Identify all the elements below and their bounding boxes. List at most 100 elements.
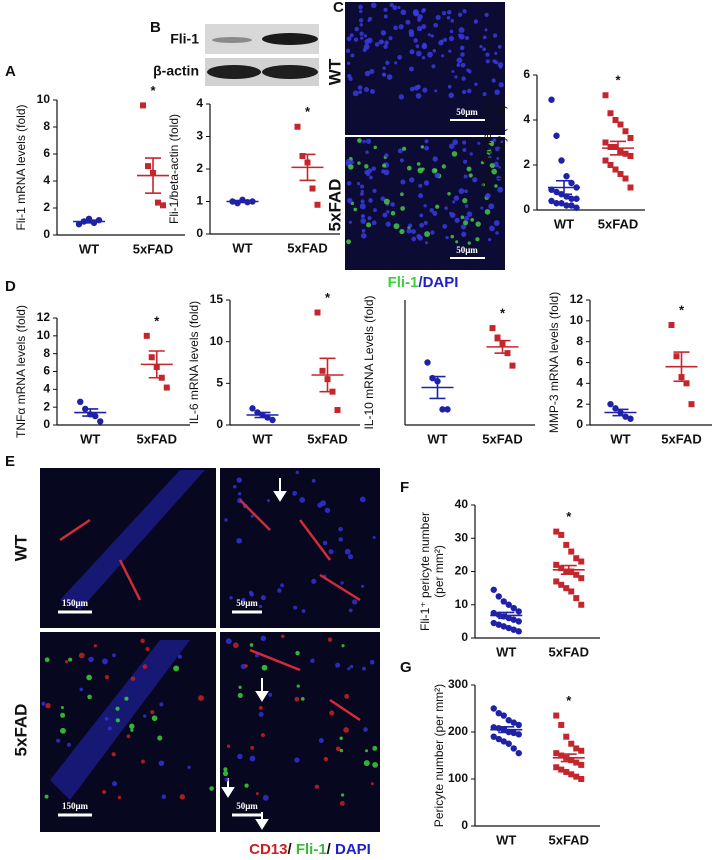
nucleus [427,33,431,37]
nucleus [450,234,455,239]
nucleus [295,650,300,656]
nucleus [362,139,366,144]
data-point [510,604,517,612]
data-point [573,759,580,766]
nucleus [358,4,363,10]
data-point [145,163,151,170]
nucleus [447,84,452,89]
x-tick-label: WT [610,431,630,446]
nucleus [329,710,335,716]
nucleus [358,90,363,94]
x-tick-label: WT [252,431,272,446]
nucleus [359,31,364,36]
nucleus [339,736,343,740]
nucleus [482,47,487,52]
nucleus [489,163,495,169]
nucleus [104,675,109,680]
nucleus [420,145,425,149]
nucleus [492,33,498,38]
nucleus [496,156,500,161]
nucleus [386,210,390,214]
nucleus [236,537,242,544]
data-point [505,717,512,724]
data-point [688,401,695,408]
scale-label: 50μm [236,801,258,811]
nucleus [382,66,386,70]
nucleus [458,27,465,34]
x-tick-label: WT [427,431,447,446]
nucleus [498,65,503,69]
panel-letter: E [5,453,15,470]
data-point [558,531,565,538]
nucleus [385,60,390,65]
nucleus [390,210,396,216]
data-point [568,588,575,595]
nucleus [250,745,255,750]
nucleus [66,742,72,747]
nucleus [397,5,401,10]
nucleus [366,37,373,44]
nucleus [350,53,355,58]
nucleus [392,5,398,11]
nucleus [435,204,440,209]
data-point [563,768,570,775]
nucleus [449,29,454,34]
nucleus [382,163,387,168]
nucleus [237,753,243,760]
nucleus [405,19,411,25]
nucleus [383,44,388,49]
nucleus [222,770,229,777]
significance: * [325,290,331,305]
nucleus [370,782,374,786]
nucleus [368,198,373,203]
data-point [558,752,565,759]
data-point [563,585,570,592]
nucleus [464,215,470,222]
nucleus [369,175,373,180]
nucleus [386,74,393,80]
nucleus [450,19,455,23]
nucleus [187,765,191,769]
data-point [143,332,150,339]
y-tick-label: 2 [523,157,530,171]
nucleus [460,224,467,230]
y-tick-label: 8 [576,334,583,348]
y-tick-label: 40 [455,497,469,511]
data-point [505,624,512,632]
western-blot: Fli-1 β-actin [153,24,319,86]
nucleus [365,138,372,144]
y-tick-label: 12 [37,310,51,324]
data-point [578,776,585,782]
nucleus [360,192,364,196]
y-tick-label: 4 [523,112,530,126]
data-point [515,749,522,757]
dot-plot: IL-10 mRNA Levels (fold) WT 5xFAD * [362,295,535,446]
data-point [612,405,619,412]
y-axis-label: Fli-1 fluorescence [480,95,494,190]
significance: * [566,693,572,708]
scale-label: 150μm [62,598,89,608]
nucleus [338,526,343,532]
nucleus [346,239,352,245]
y-axis-label: IL-6 mRNA levels (fold) [187,301,201,424]
nucleus [380,196,386,202]
data-point [573,745,580,752]
nucleus [372,745,378,751]
data-point [612,166,619,173]
data-point [314,309,321,316]
nucleus [88,656,94,663]
nucleus [65,660,69,664]
data-point [510,719,517,726]
nucleus [475,221,481,227]
nucleus [86,674,92,681]
nucleus [367,216,372,221]
data-point [500,738,507,745]
nucleus [341,644,345,648]
nucleus [363,34,368,38]
nucleus [364,164,369,169]
vessel [239,499,271,531]
x-tick-label: WT [80,431,100,446]
data-point [319,367,326,374]
nucleus [126,734,131,739]
data-point [668,322,675,328]
